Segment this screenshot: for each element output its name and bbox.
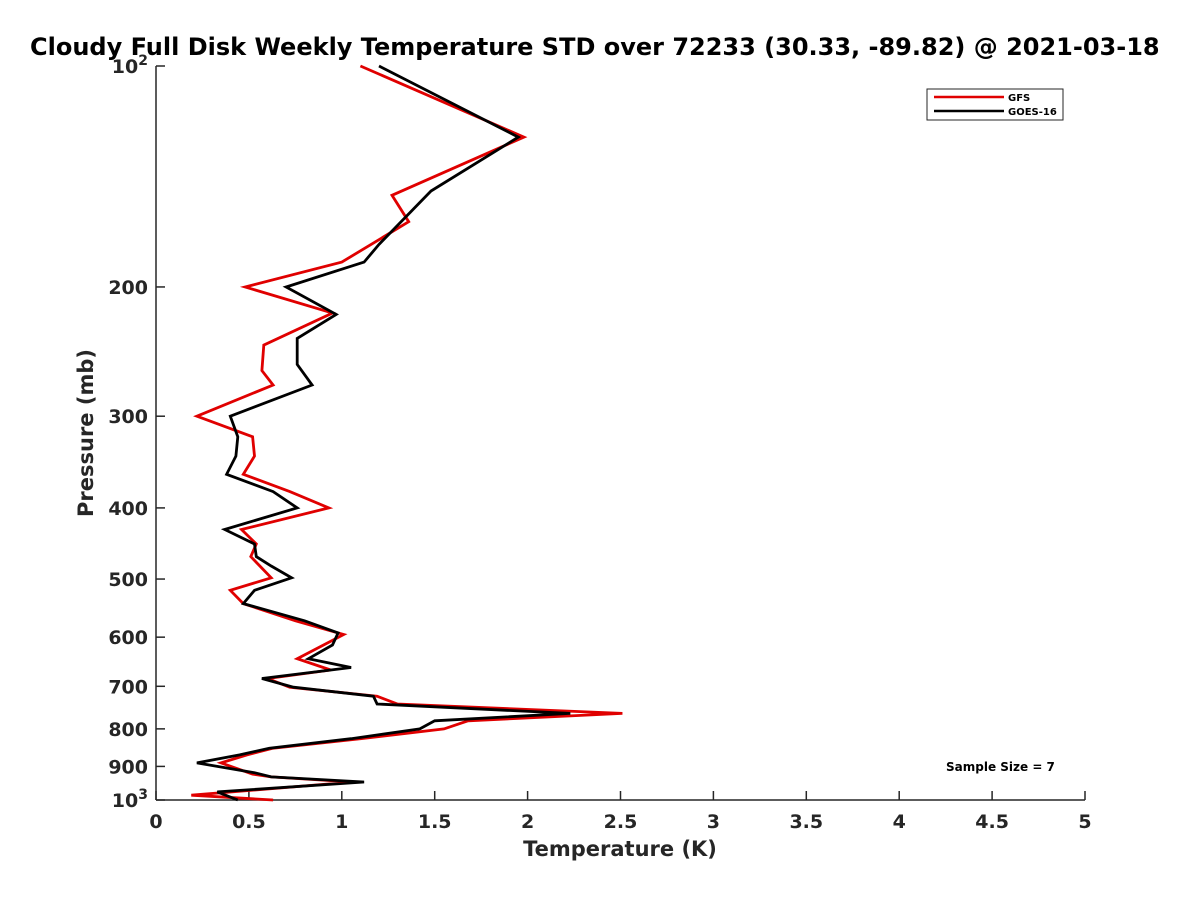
- y-tick-label: 102: [112, 53, 148, 78]
- y-tick-label: 600: [108, 627, 148, 649]
- x-tick-label: 2: [521, 811, 534, 833]
- y-tick-label: 800: [108, 719, 148, 741]
- y-tick-label: 103: [112, 787, 148, 812]
- y-axis-label: Pressure (mb): [74, 349, 98, 517]
- x-tick-label: 4: [893, 811, 906, 833]
- legend-box: [926, 88, 1064, 121]
- chart-title: Cloudy Full Disk Weekly Temperature STD …: [30, 33, 1160, 61]
- series-lines: [191, 64, 623, 802]
- legend-label-goes16: GOES-16: [1008, 107, 1057, 118]
- axes: [155, 66, 1085, 801]
- sample-size-annotation: Sample Size = 7: [946, 760, 1055, 774]
- x-ticks: 0 0.5 1 1.5 2 2.5 3 3.5 4 4.5 5: [149, 791, 1092, 833]
- x-tick-label: 4.5: [975, 811, 1009, 833]
- series-line-goes16: [196, 64, 571, 802]
- y-tick-label: 700: [108, 676, 148, 698]
- x-axis-label: Temperature (K): [523, 837, 717, 861]
- x-tick-label: 3: [707, 811, 720, 833]
- y-tick-label: 900: [108, 756, 148, 778]
- y-tick-label: 500: [108, 569, 148, 591]
- y-tick-label: 300: [108, 406, 148, 428]
- x-tick-label: 2.5: [604, 811, 638, 833]
- series-line-gfs: [191, 64, 623, 802]
- x-tick-label: 3.5: [789, 811, 823, 833]
- y-tick-label: 200: [108, 277, 148, 299]
- y-tick-label: 400: [108, 498, 148, 520]
- x-tick-label: 1: [335, 811, 348, 833]
- legend-label-gfs: GFS: [1008, 93, 1030, 104]
- x-tick-label: 5: [1078, 811, 1091, 833]
- legend: GFS GOES-16: [926, 88, 1064, 121]
- x-tick-label: 0.5: [232, 811, 266, 833]
- x-tick-label: 1.5: [418, 811, 452, 833]
- y-ticks: 102 200 300 400 500 600 700 800 900 103: [108, 53, 165, 812]
- x-tick-label: 0: [149, 811, 162, 833]
